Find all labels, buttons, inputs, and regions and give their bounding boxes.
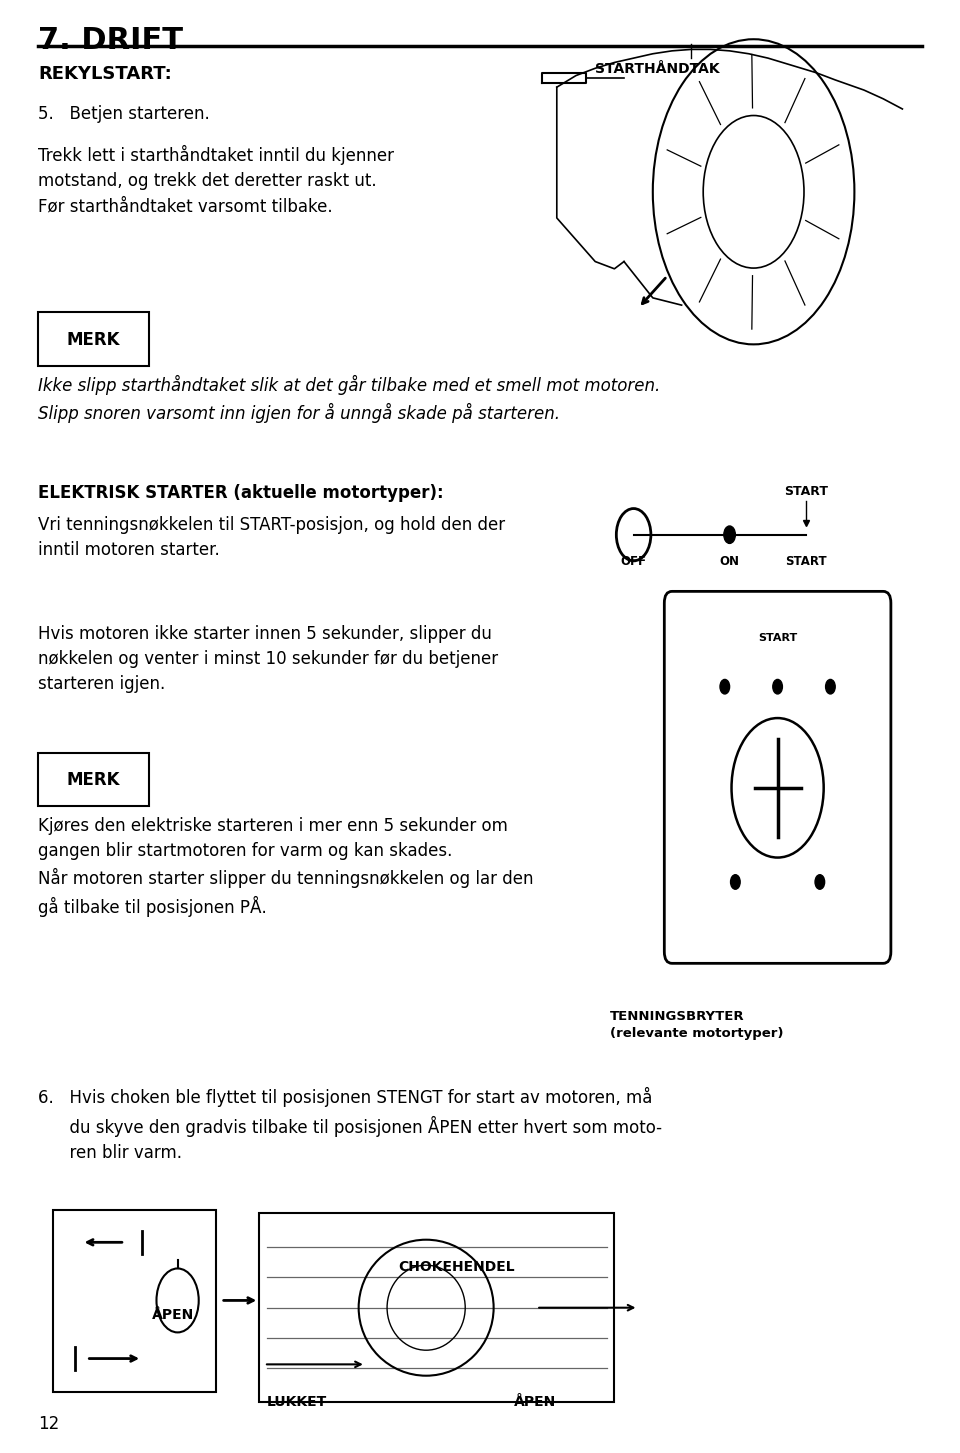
Text: LUKKET: LUKKET [267,1395,327,1409]
Circle shape [826,680,835,695]
Text: TENNINGSBRYTER
(relevante motortyper): TENNINGSBRYTER (relevante motortyper) [610,1010,783,1040]
Text: CHOKEHENDEL: CHOKEHENDEL [398,1260,515,1274]
FancyBboxPatch shape [259,1213,614,1402]
Text: MERK: MERK [66,772,120,789]
Text: Trekk lett i starthåndtaket inntil du kjenner
motstand, og trekk det deretter ra: Trekk lett i starthåndtaket inntil du kj… [38,145,395,215]
Text: 6.   Hvis choken ble flyttet til posisjonen STENGT for start av motoren, må
    : 6. Hvis choken ble flyttet til posisjone… [38,1087,662,1161]
Text: ON: ON [720,555,739,568]
Text: START: START [785,555,828,568]
Circle shape [731,875,740,889]
Text: START: START [784,485,828,497]
Circle shape [720,680,730,695]
Text: Vri tenningsnøkkelen til START-posisjon, og hold den der
inntil motoren starter.: Vri tenningsnøkkelen til START-posisjon,… [38,516,506,559]
Text: MERK: MERK [66,331,120,349]
Text: 7. DRIFT: 7. DRIFT [38,26,183,55]
Text: ÅPEN: ÅPEN [514,1395,556,1409]
FancyBboxPatch shape [53,1210,216,1392]
Circle shape [773,680,782,695]
Text: Ikke slipp starthåndtaket slik at det går tilbake med et smell mot motoren.
Slip: Ikke slipp starthåndtaket slik at det gå… [38,375,660,423]
Text: START: START [758,634,797,642]
Circle shape [724,526,735,543]
Text: 12: 12 [38,1415,60,1433]
Text: ÅPEN: ÅPEN [152,1308,194,1322]
Text: 5.   Betjen starteren.: 5. Betjen starteren. [38,105,210,122]
Text: Hvis motoren ikke starter innen 5 sekunder, slipper du
nøkkelen og venter i mins: Hvis motoren ikke starter innen 5 sekund… [38,625,498,693]
Text: ELEKTRISK STARTER (aktuelle motortyper):: ELEKTRISK STARTER (aktuelle motortyper): [38,484,444,501]
Text: Kjøres den elektriske starteren i mer enn 5 sekunder om
gangen blir startmotoren: Kjøres den elektriske starteren i mer en… [38,817,534,917]
Text: STARTHÅNDTAK: STARTHÅNDTAK [595,62,720,77]
Circle shape [815,875,825,889]
Text: OFF: OFF [620,555,647,568]
Text: REKYLSTART:: REKYLSTART: [38,65,172,83]
FancyBboxPatch shape [664,591,891,963]
FancyBboxPatch shape [38,312,149,366]
FancyBboxPatch shape [38,753,149,806]
